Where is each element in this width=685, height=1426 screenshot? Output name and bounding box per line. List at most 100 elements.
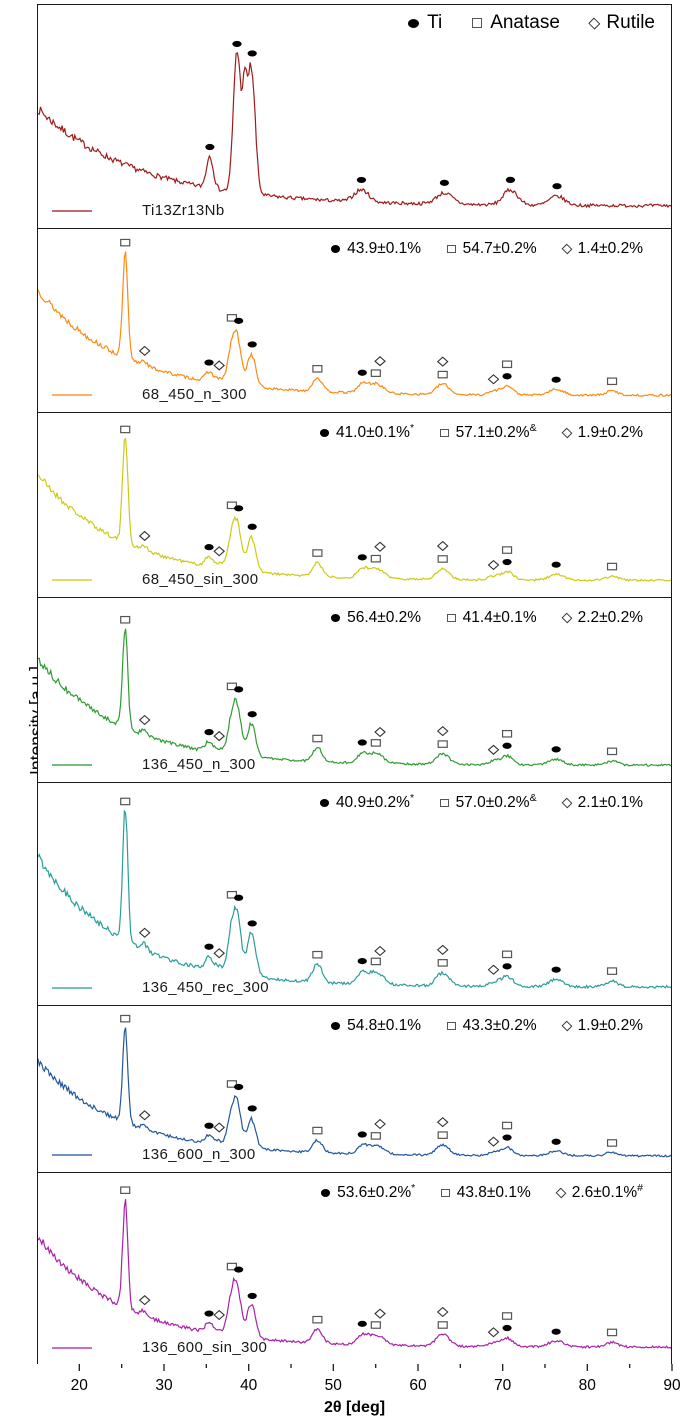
phase-fraction-value: 40.9±0.2%* [335,791,415,811]
fraction-footnote-mark: & [529,421,537,434]
phase-fraction-value: 1.9±0.2% [577,1017,643,1034]
ti-peak-marker-icon [204,359,214,366]
x-tick-label: 80 [579,1377,597,1394]
filled-circle-icon [408,18,420,28]
xrd-curve [38,238,671,397]
xrd-panel: 54.8±0.1% 43.3±0.2% 1.9±0.2% 136_600_n_300 [38,1006,671,1173]
phase-fraction-value: 1.4±0.2% [577,240,643,257]
anatase-peak-marker-icon [501,950,513,959]
phase-fraction-ti: 43.9±0.1% [331,240,421,258]
open-diamond-icon [561,243,572,255]
rutile-peak-marker-icon [138,530,151,542]
phase-fraction-anatase: 54.7±0.2% [447,240,537,258]
series-key-line-icon [52,986,92,989]
ti-peak-marker-icon [204,943,214,950]
open-square-icon [472,18,483,28]
xrd-panel: Ti13Zr13Nb [38,5,671,229]
xrd-panel: 43.9±0.1% 54.7±0.2% 1.4±0.2% 68_450_n_300 [38,229,671,413]
phase-fraction-value: 43.8±0.1% [456,1184,531,1201]
open-diamond-icon [588,17,600,29]
anatase-peak-marker-icon [501,1121,513,1130]
series-key: 136_450_rec_300 [52,979,269,996]
ti-peak-marker-icon [234,505,244,512]
rutile-peak-marker-icon [374,1118,386,1130]
rutile-peak-marker-icon [374,1308,386,1319]
rutile-peak-marker-icon [213,360,226,371]
ti-peak-marker-icon [551,966,561,973]
legend-label-anatase: Anatase [490,12,560,33]
ti-peak-marker-icon [247,1292,257,1300]
phase-fractions: 56.4±0.2% 41.4±0.1% 2.2±0.2% [331,609,643,627]
rutile-peak-marker-icon [487,744,500,755]
ti-peak-marker-icon [551,1138,561,1145]
anatase-peak-marker-icon [370,957,381,966]
xrd-panel: 40.9±0.2%* 57.0±0.2%& 2.1±0.1% 136_450_rec… [38,783,671,1006]
ti-peak-marker-icon [356,176,367,184]
filled-circle-icon [331,245,341,253]
ti-peak-marker-icon [357,1320,367,1327]
phase-fractions: 53.6±0.2%* 43.8±0.1% 2.6±0.1%# [321,1183,643,1202]
ti-peak-marker-icon [551,561,561,568]
rutile-peak-marker-icon [374,541,386,552]
phase-fraction-value: 41.4±0.1% [462,609,537,626]
anatase-peak-marker-icon [606,747,618,756]
anatase-peak-marker-icon [606,562,618,571]
ti-peak-marker-icon [502,1324,512,1332]
rutile-peak-marker-icon [138,927,151,938]
fraction-footnote-mark: & [529,791,537,804]
open-square-icon [440,428,449,438]
diffractogram-line [38,437,671,582]
xrd-curve [38,797,671,990]
ti-peak-marker-icon [247,50,257,57]
legend-label-rutile: Rutile [606,12,655,33]
rutile-peak-marker-icon [374,726,386,738]
anatase-peak-marker-icon [226,682,237,691]
xrd-curve [38,1014,671,1158]
diffractogram-line [38,1199,671,1349]
phase-fraction-value: 54.7±0.2% [462,240,537,257]
ti-peak-marker-icon [247,523,257,530]
rutile-peak-marker-icon [138,1110,151,1121]
rutile-peak-marker-icon [436,1117,449,1128]
series-key-line-icon [52,763,92,766]
anatase-peak-marker-icon [120,425,131,434]
x-tick-label: 50 [325,1377,343,1394]
filled-circle-icon [319,799,329,807]
series-key: 136_450_n_300 [52,756,256,773]
xrd-panel: 41.0±0.1%* 57.1±0.2%& 1.9±0.2% 68_450_sin_… [38,413,671,598]
series-name: 68_450_sin_300 [142,571,259,588]
anatase-peak-marker-icon [501,1312,513,1320]
series-name: 136_600_sin_300 [142,1339,268,1356]
phase-fraction-value: 43.3±0.2% [462,1017,537,1034]
open-square-icon [447,244,456,254]
phase-fraction-rutile: 2.6±0.1%# [555,1183,643,1202]
plot-area: Ti Anatase Rutile Ti13Zr13Nb 43.9±0.1% 54… [37,4,672,1365]
anatase-peak-marker-icon [312,549,323,557]
anatase-peak-marker-icon [370,369,381,377]
ti-peak-marker-icon [502,373,512,380]
phase-fraction-rutile: 2.2±0.2% [561,609,643,627]
anatase-peak-marker-icon [120,1186,131,1195]
ti-peak-marker-icon [357,554,367,561]
anatase-peak-marker-icon [312,365,323,373]
ti-peak-marker-icon [551,746,561,753]
phase-fractions: 41.0±0.1%* 57.1±0.2%& 1.9±0.2% [319,421,643,442]
anatase-peak-marker-icon [370,1132,381,1140]
diffractogram-line [38,251,671,397]
x-tick-label: 30 [155,1377,173,1394]
open-diamond-icon [561,612,572,624]
ti-peak-marker-icon [234,1083,244,1091]
anatase-peak-marker-icon [312,950,323,959]
ti-peak-marker-icon [505,176,516,183]
phase-fraction-value: 57.1±0.2%& [455,421,537,441]
anatase-peak-marker-icon [606,1139,618,1147]
open-square-icon [447,1021,456,1031]
series-key-line-icon [52,393,92,396]
xrd-curve [38,40,671,209]
open-square-icon [447,613,456,623]
anatase-peak-marker-icon [501,546,513,554]
ti-peak-marker-icon [247,341,257,348]
anatase-peak-marker-icon [312,1315,323,1324]
ti-peak-marker-icon [234,894,244,901]
fraction-footnote-mark: * [409,791,415,804]
